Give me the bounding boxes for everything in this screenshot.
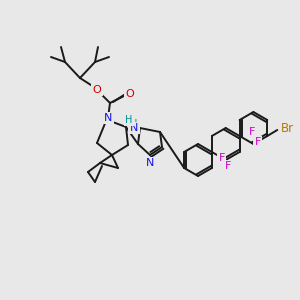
Text: N: N	[130, 123, 138, 133]
Text: F: F	[254, 137, 261, 147]
Text: O: O	[126, 89, 134, 99]
Text: F: F	[219, 153, 225, 163]
Text: H: H	[125, 115, 133, 125]
Text: F: F	[248, 127, 255, 137]
Text: N: N	[146, 158, 154, 168]
Text: H: H	[130, 119, 138, 129]
Text: N: N	[104, 113, 112, 123]
Text: F: F	[225, 161, 231, 171]
Text: O: O	[93, 85, 101, 95]
Text: Br: Br	[281, 122, 294, 134]
